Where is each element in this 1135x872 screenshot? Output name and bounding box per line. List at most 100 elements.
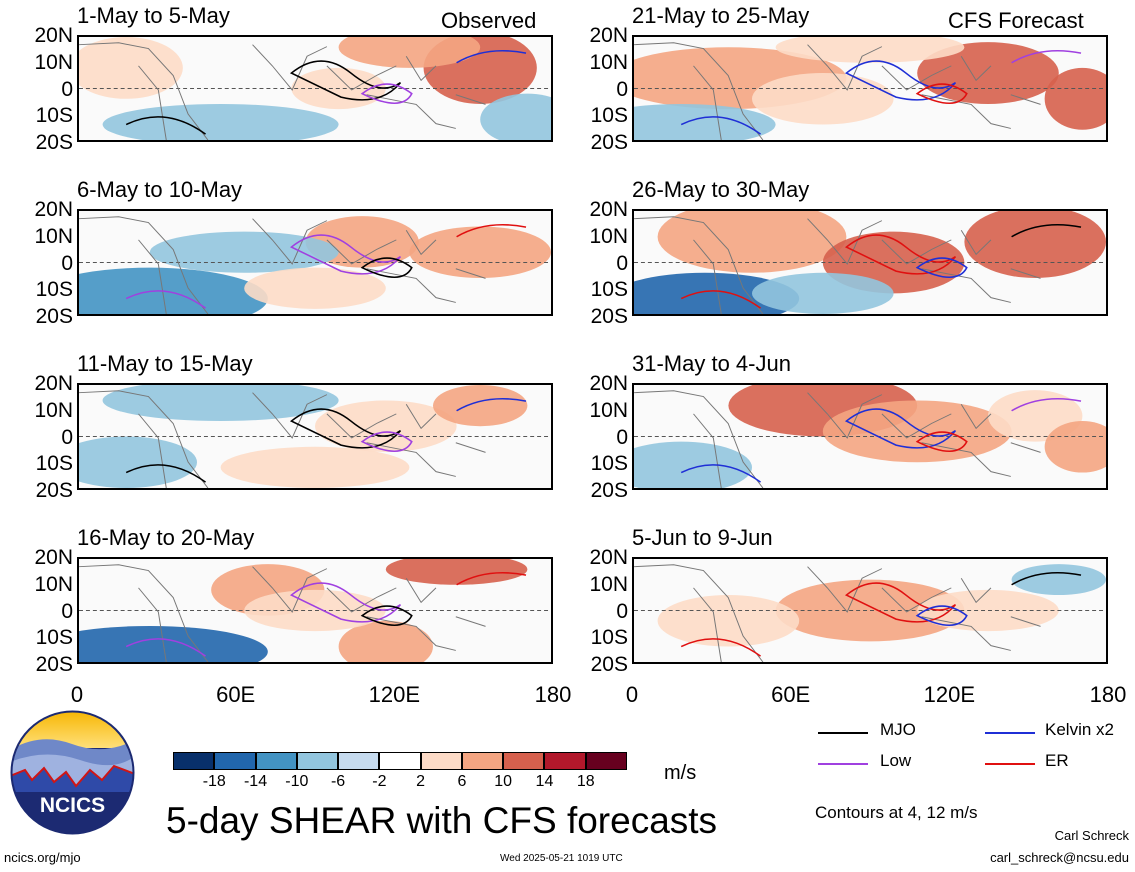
lat-label: 10N bbox=[589, 572, 628, 596]
contours-note: Contours at 4, 12 m/s bbox=[815, 803, 978, 822]
legend-label-mjo: MJO bbox=[880, 720, 916, 739]
legend-label-low: Low bbox=[880, 751, 912, 770]
colorbar-tick-label: -6 bbox=[330, 773, 346, 790]
colorbar-segment bbox=[585, 752, 627, 770]
lat-label: 20N bbox=[34, 372, 73, 395]
lon-label: 120E bbox=[368, 682, 421, 707]
lat-label: 0 bbox=[616, 77, 628, 101]
colorbar-tick-label: -18 bbox=[202, 773, 226, 790]
colorbar-segment bbox=[420, 752, 462, 770]
legend-label-kelvin: Kelvin x2 bbox=[1045, 720, 1114, 739]
lat-label: 0 bbox=[616, 251, 628, 275]
panel-title: 1-May to 5-May bbox=[77, 3, 230, 28]
colorbar-segment bbox=[296, 752, 339, 770]
lat-label: 10N bbox=[34, 224, 73, 248]
lat-label: 20N bbox=[34, 546, 73, 569]
lat-label: 10S bbox=[35, 104, 73, 128]
legend-line-kelvin bbox=[985, 732, 1035, 734]
lat-label: 10S bbox=[590, 104, 628, 128]
colorbar-segment bbox=[255, 752, 297, 770]
lat-label: 20S bbox=[35, 131, 73, 154]
lat-label: 0 bbox=[616, 599, 628, 623]
colorbar-segment bbox=[544, 752, 586, 770]
colorbar-segment bbox=[173, 752, 215, 770]
lat-label: 20S bbox=[590, 653, 628, 676]
lat-label: 20N bbox=[589, 372, 628, 395]
shear-map-panel bbox=[632, 557, 1108, 664]
panel-title: 21-May to 25-May bbox=[632, 3, 810, 28]
lon-label: 120E bbox=[923, 682, 976, 707]
lat-label: 10S bbox=[590, 452, 628, 476]
footer-url: ncics.org/mjo bbox=[4, 850, 81, 865]
colorbar-segment bbox=[214, 752, 256, 770]
colorbar-tick-label: -2 bbox=[372, 773, 387, 790]
shear-map-panel bbox=[77, 209, 553, 316]
panel-title: 31-May to 4-Jun bbox=[632, 351, 791, 376]
lat-label: 20N bbox=[34, 198, 73, 221]
colorbar-tick-label: 18 bbox=[576, 773, 595, 790]
lat-label: 20N bbox=[589, 546, 628, 569]
shear-map-panel bbox=[77, 35, 553, 142]
colorbar bbox=[173, 752, 627, 772]
shear-map-panel bbox=[632, 383, 1108, 490]
logo-text: NCICS bbox=[40, 794, 105, 817]
lat-label: 10N bbox=[589, 224, 628, 248]
lat-label: 10S bbox=[35, 626, 73, 650]
shear-map-panel bbox=[632, 35, 1108, 142]
colorbar-unit: m/s bbox=[664, 762, 697, 784]
panel-title: 5-Jun to 9-Jun bbox=[632, 525, 773, 550]
colorbar-tick-label: -14 bbox=[243, 773, 268, 790]
forecast-label: CFS Forecast bbox=[948, 8, 1084, 33]
lat-label: 10N bbox=[589, 50, 628, 74]
legend-line-er bbox=[985, 763, 1035, 765]
panel-title: 11-May to 15-May bbox=[77, 351, 253, 376]
lat-label: 0 bbox=[61, 251, 73, 275]
colorbar-tick-label: 10 bbox=[494, 773, 513, 790]
lat-label: 10S bbox=[35, 278, 73, 302]
colorbar-tick-label: 14 bbox=[535, 773, 554, 790]
colorbar-tick-label: -10 bbox=[285, 773, 309, 790]
lat-label: 20N bbox=[589, 198, 628, 221]
lat-label: 10S bbox=[590, 278, 628, 302]
lat-label: 0 bbox=[616, 425, 628, 449]
lat-label: 10N bbox=[34, 572, 73, 596]
footer-timestamp: Wed 2025-05-21 1019 UTC bbox=[500, 853, 623, 864]
lat-label: 10S bbox=[590, 626, 628, 650]
lon-label: 180 bbox=[534, 682, 572, 707]
legend-line-low bbox=[818, 763, 868, 765]
lon-label: 180 bbox=[1089, 682, 1127, 707]
main-title: 5-day SHEAR with CFS forecasts bbox=[166, 800, 718, 841]
colorbar-tick-label: 6 bbox=[457, 773, 467, 790]
panel-title: 6-May to 10-May bbox=[77, 177, 243, 202]
colorbar-segment bbox=[461, 752, 504, 770]
footer-author: Carl Schreck bbox=[1054, 828, 1129, 843]
lat-label: 20S bbox=[35, 653, 73, 676]
lat-label: 20S bbox=[35, 479, 73, 502]
legend-line-mjo bbox=[818, 732, 868, 734]
footer-email: carl_schreck@ncsu.edu bbox=[990, 850, 1129, 865]
lat-label: 10N bbox=[34, 398, 73, 422]
lat-label: 20S bbox=[35, 305, 73, 328]
colorbar-segment bbox=[503, 752, 545, 770]
lat-label: 0 bbox=[61, 599, 73, 623]
observed-label: Observed bbox=[441, 8, 537, 33]
lat-label: 20S bbox=[590, 305, 628, 328]
lon-label: 60E bbox=[216, 682, 256, 707]
panel-title: 16-May to 20-May bbox=[77, 525, 255, 550]
lon-label: 60E bbox=[771, 682, 811, 707]
lat-label: 0 bbox=[61, 425, 73, 449]
lat-label: 0 bbox=[61, 77, 73, 101]
panel-title: 26-May to 30-May bbox=[632, 177, 810, 202]
colorbar-tick-label: 2 bbox=[416, 773, 426, 790]
legend-label-er: ER bbox=[1045, 751, 1069, 770]
lat-label: 20N bbox=[34, 24, 73, 47]
lat-label: 20S bbox=[590, 131, 628, 154]
lat-label: 20N bbox=[589, 24, 628, 47]
colorbar-segment bbox=[338, 752, 380, 770]
lon-label: 0 bbox=[70, 682, 84, 707]
ncics-logo: NCICS bbox=[10, 710, 135, 835]
lat-label: 10N bbox=[589, 398, 628, 422]
shear-map-panel bbox=[77, 557, 553, 664]
colorbar-segment bbox=[379, 752, 421, 770]
shear-map-panel bbox=[77, 383, 553, 490]
